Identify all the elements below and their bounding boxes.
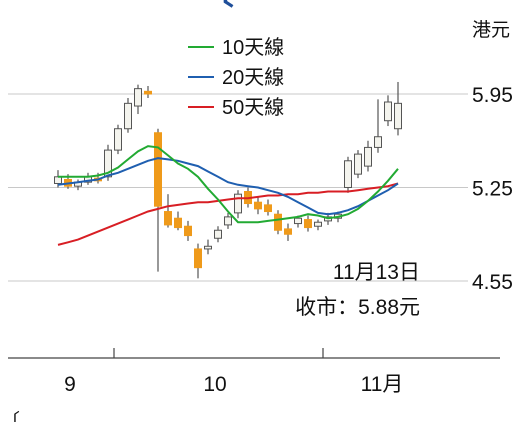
legend-label-ma10: 10天線	[222, 36, 284, 59]
annotation-date: 11月13日	[333, 261, 420, 284]
candle-body-down	[264, 204, 272, 213]
candle-body-up	[134, 88, 142, 107]
y-tick-label-lower: 4.55	[472, 271, 513, 294]
candle-body-up	[374, 136, 382, 148]
x-tick-label-oct: 10	[203, 373, 226, 396]
x-tick-label-nov: 11月	[361, 373, 404, 396]
candle-body-down	[184, 225, 192, 237]
candle-body-down	[144, 90, 152, 95]
y-tick-label-upper: 5.95	[472, 84, 513, 107]
candle-body-down	[154, 132, 162, 207]
ma20-line	[57, 157, 399, 216]
candle-body-up	[364, 146, 372, 167]
candle-body-up	[214, 229, 222, 239]
candlesticks	[54, 81, 402, 279]
candle-body-up	[234, 193, 242, 214]
candle-body-up	[204, 245, 212, 250]
candle-body-up	[354, 153, 362, 175]
candle-body-down	[254, 201, 262, 210]
cropped-headline: 〔	[200, 0, 234, 12]
candle-body-down	[284, 228, 292, 235]
candle-body-up	[54, 176, 62, 184]
legend-label-ma20: 20天線	[222, 66, 284, 89]
candle-body-up	[344, 160, 352, 189]
legend-label-ma50: 50天線	[222, 96, 284, 119]
candle-body-up	[394, 102, 402, 130]
candle-body-up	[294, 217, 302, 225]
legend: 10天線 20天線 50天線	[188, 36, 284, 119]
candle-body-down	[274, 213, 282, 231]
candle-body-up	[224, 216, 232, 226]
candle-body-down	[304, 219, 312, 229]
y-tick-label-middle: 5.25	[472, 178, 513, 201]
candle-body-up	[314, 221, 322, 227]
y-axis-unit: 港元	[472, 19, 510, 41]
ma50-line	[57, 182, 399, 246]
candle-body-up	[124, 102, 132, 130]
cropped-caption: 〔	[0, 410, 20, 422]
annotation-close: 收市：5.88元	[295, 296, 420, 319]
ma10-line	[58, 145, 399, 224]
candle-body-down	[194, 248, 202, 269]
candle-body-up	[384, 101, 392, 122]
candle-body-up	[104, 149, 112, 178]
candle-body-up	[114, 128, 122, 151]
candle-body-down	[174, 217, 182, 229]
x-tick-label-sep: 9	[64, 373, 76, 396]
candle-body-down	[164, 211, 172, 226]
